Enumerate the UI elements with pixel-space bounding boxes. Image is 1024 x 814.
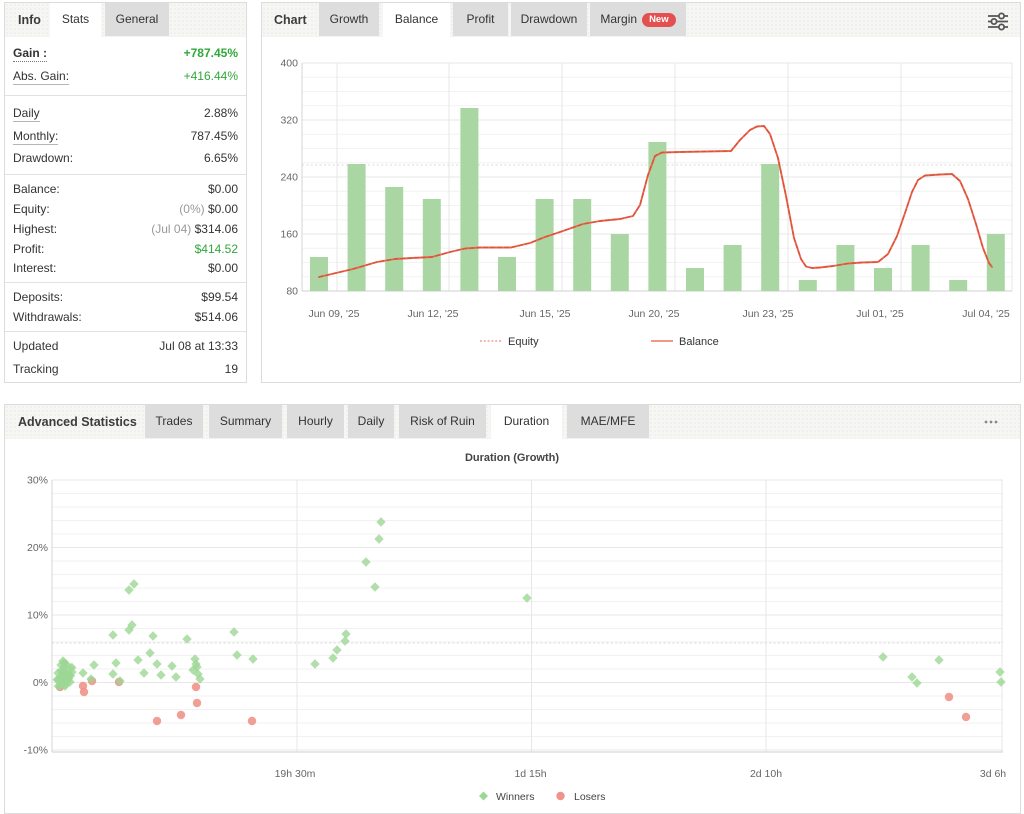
svg-text:400: 400	[280, 58, 298, 70]
svg-text:30%: 30%	[27, 475, 48, 487]
svg-text:Jun 09, '25: Jun 09, '25	[308, 308, 359, 320]
svg-text:Equity: Equity	[508, 336, 539, 348]
svg-text:Jun 23, '25: Jun 23, '25	[742, 308, 793, 320]
svg-text:Losers: Losers	[574, 791, 606, 803]
svg-text:20%: 20%	[27, 542, 48, 554]
svg-text:1d 15h: 1d 15h	[514, 768, 546, 780]
svg-text:Jun 15, '25: Jun 15, '25	[519, 308, 570, 320]
svg-text:Jul 04, '25: Jul 04, '25	[962, 308, 1010, 320]
svg-text:Jun 12, '25: Jun 12, '25	[407, 308, 458, 320]
svg-text:19h 30m: 19h 30m	[275, 768, 316, 780]
svg-text:3d 6h: 3d 6h	[980, 768, 1006, 780]
svg-text:Balance: Balance	[679, 336, 719, 348]
svg-text:10%: 10%	[27, 610, 48, 622]
svg-text:Jun 20, '25: Jun 20, '25	[628, 308, 679, 320]
svg-text:160: 160	[280, 229, 298, 241]
svg-text:80: 80	[286, 286, 298, 298]
svg-text:320: 320	[280, 115, 298, 127]
svg-text:Winners: Winners	[496, 791, 535, 803]
svg-text:-10%: -10%	[23, 745, 48, 757]
svg-text:0%: 0%	[33, 677, 48, 689]
svg-text:Jul 01, '25: Jul 01, '25	[856, 308, 904, 320]
svg-text:240: 240	[280, 172, 298, 184]
svg-text:Duration (Growth): Duration (Growth)	[465, 452, 559, 464]
svg-text:2d 10h: 2d 10h	[750, 768, 782, 780]
